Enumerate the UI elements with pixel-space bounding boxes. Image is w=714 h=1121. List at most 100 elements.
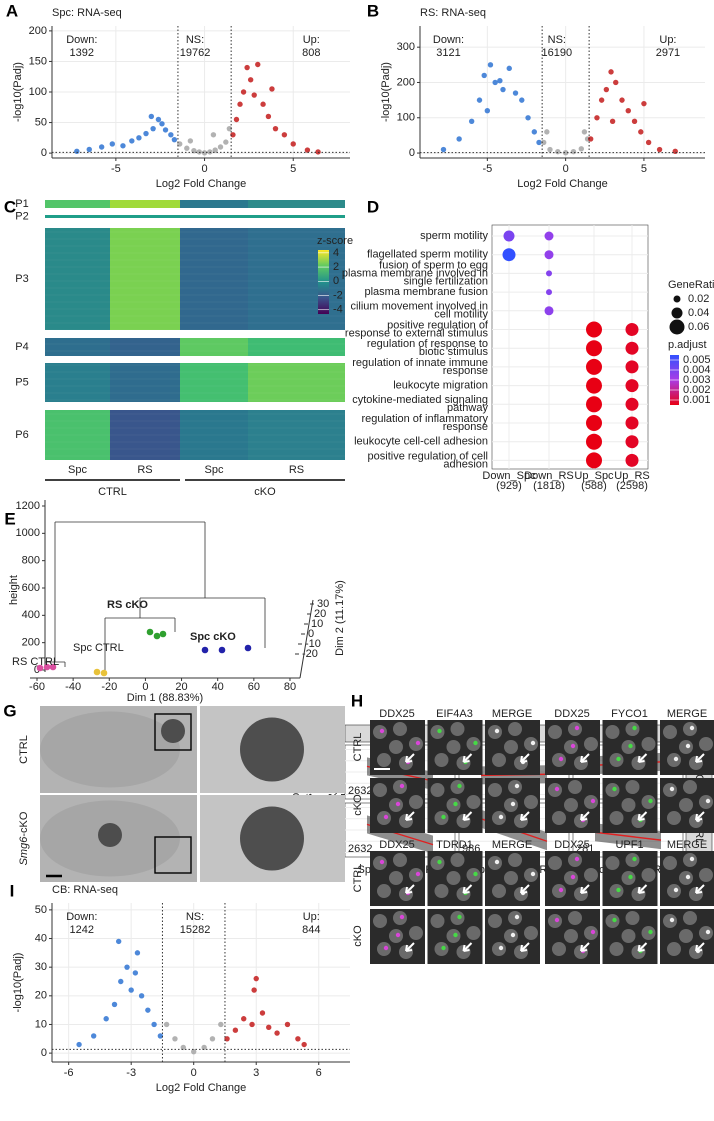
if-cell: [663, 783, 677, 797]
if-cell: [564, 798, 578, 812]
if-cell: [393, 911, 407, 925]
point: [132, 970, 139, 976]
if-cell: [373, 914, 387, 928]
x-axis-label: Dim 1 (88.83%): [127, 692, 203, 704]
y-tick-label: 100: [29, 86, 47, 98]
if-arrow: [695, 811, 705, 821]
if-cell: [373, 783, 387, 797]
if-cell: [377, 811, 391, 825]
term-label: regulation of inflammatory: [361, 413, 488, 425]
if-cell: [466, 795, 481, 809]
point: [638, 129, 644, 135]
if-signal: [648, 798, 653, 804]
point: [172, 1036, 178, 1042]
if-cell: [508, 911, 522, 925]
if-signal: [514, 914, 520, 920]
if-signal: [669, 786, 675, 792]
point: [90, 1033, 97, 1039]
heatmap-block: [180, 338, 248, 356]
if-cell: [430, 856, 445, 870]
x-axis-label: Log2 Fold Change: [156, 1082, 247, 1094]
point: [249, 1021, 255, 1028]
point: [555, 148, 561, 155]
group-count: (588): [581, 480, 607, 492]
heatmap-block: [110, 363, 180, 402]
term-label: positive regulation of: [387, 319, 489, 331]
if-cell: [621, 929, 636, 943]
axis-line: [299, 599, 314, 679]
go-dot: [625, 379, 639, 393]
annotation-label: Down:: [66, 34, 97, 46]
y-tick-label: 300: [397, 41, 415, 53]
point: [76, 1041, 82, 1048]
group-count: (929): [496, 480, 522, 492]
z-tick-label: 10: [311, 618, 323, 630]
heatmap-block: [180, 215, 248, 218]
point: [594, 115, 600, 121]
y-tick-label: 800: [22, 555, 40, 567]
colorbar-label: 2: [333, 261, 339, 273]
if-cell: [667, 942, 681, 956]
if-signal: [457, 783, 462, 789]
channel-label: DDX25: [379, 839, 414, 851]
z-tick-label: -10: [305, 638, 321, 650]
if-cell: [663, 914, 677, 928]
group-label: Down_Spc: [482, 470, 536, 482]
if-cell: [409, 795, 423, 809]
z-axis-label: Dim 2 (11.17%): [334, 580, 346, 656]
go-dot: [503, 230, 515, 242]
if-arrow: [405, 884, 415, 894]
point: [506, 65, 512, 72]
if-cell: [377, 753, 391, 767]
point: [440, 146, 447, 153]
x-tick-label: -5: [111, 163, 121, 175]
colorbar-label: -4: [333, 304, 343, 316]
x-tick-label: 3: [253, 1067, 259, 1079]
if-cell: [605, 725, 620, 739]
chart-title: Spc: RNA-seq: [52, 7, 122, 19]
if-cell: [548, 914, 562, 928]
heatmap-group-label: cKO: [254, 486, 276, 498]
term-label: cell motility: [434, 309, 488, 321]
if-cell: [609, 811, 624, 825]
point: [295, 1036, 301, 1042]
point: [138, 993, 145, 999]
if-cell: [492, 884, 506, 898]
colorbar-label: 4: [333, 247, 339, 259]
if-signal: [379, 859, 385, 865]
heatmap-block: [45, 363, 110, 402]
if-cell: [466, 737, 481, 751]
if-cell: [699, 868, 713, 882]
term-label: response: [443, 421, 488, 433]
point: [184, 145, 190, 151]
y-tick-label: 1000: [16, 527, 40, 539]
em-gene: Smg6: [18, 836, 30, 866]
point: [301, 1041, 307, 1048]
heatmap-row-label: P3: [15, 273, 28, 285]
point: [570, 148, 577, 155]
heatmap-block: [45, 338, 110, 356]
if-cell: [446, 798, 461, 812]
x-tick-label: -60: [29, 681, 45, 693]
group-label: Up_Spc: [574, 470, 614, 482]
sample-point: [36, 664, 44, 672]
term-label: pathway: [447, 402, 488, 414]
if-cell: [699, 926, 713, 940]
if-cell: [466, 926, 481, 940]
heatmap-block: [248, 338, 345, 356]
if-signal: [705, 798, 711, 804]
term-label: sperm motility: [420, 230, 488, 242]
if-arrow: [520, 753, 530, 763]
point: [672, 148, 678, 154]
go-dot: [586, 452, 602, 469]
if-signal: [685, 743, 691, 749]
if-signal: [574, 856, 580, 862]
if-signal: [453, 932, 458, 938]
if-arrow: [580, 942, 590, 952]
if-cell: [564, 740, 578, 754]
if-cell: [508, 722, 522, 736]
point: [562, 150, 569, 156]
colorbar-label: 0.002: [683, 384, 711, 396]
x-tick-label: 6: [316, 1067, 322, 1079]
chart-title: CB: RNA-seq: [52, 884, 118, 896]
